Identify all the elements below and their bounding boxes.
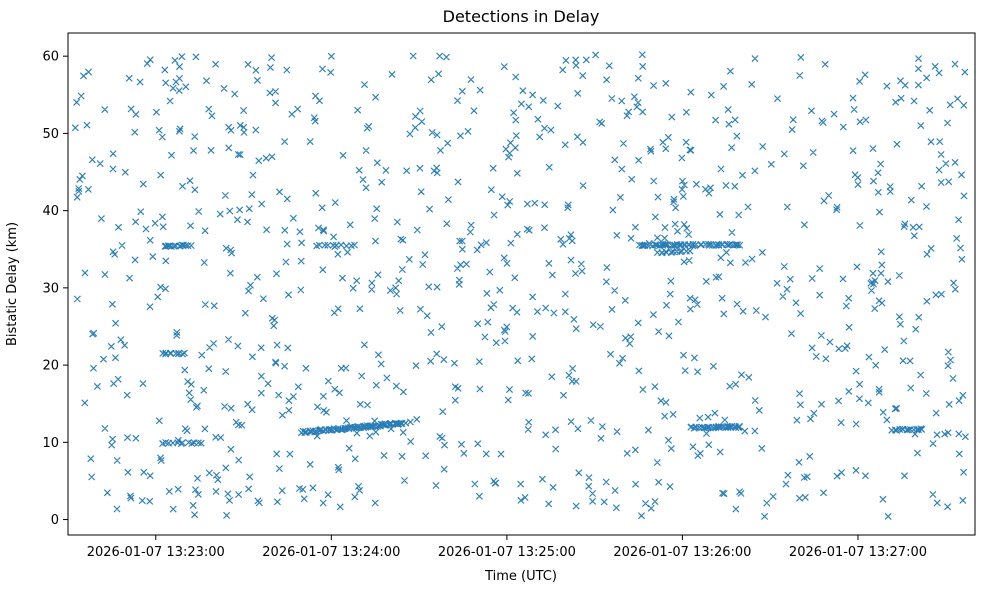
y-tick-label: 30 <box>42 281 59 296</box>
x-tick-label: 2026-01-07 13:27:00 <box>789 545 927 560</box>
y-tick-label: 50 <box>42 127 59 142</box>
x-tick-label: 2026-01-07 13:24:00 <box>262 545 400 560</box>
y-tick-label: 20 <box>42 359 59 374</box>
x-tick-label: 2026-01-07 13:26:00 <box>613 545 751 560</box>
y-tick-label: 60 <box>42 50 59 65</box>
chart-title: Detections in Delay <box>443 7 600 26</box>
scatter-points <box>71 51 969 520</box>
y-axis-label: Bistatic Delay (km) <box>5 222 20 346</box>
y-tick-label: 40 <box>42 204 59 219</box>
x-tick-label: 2026-01-07 13:23:00 <box>87 545 225 560</box>
y-axis: 0 10 20 30 40 50 60 <box>42 50 68 528</box>
x-axis: 2026-01-07 13:23:00 2026-01-07 13:24:00 20… <box>87 535 927 560</box>
plot-area <box>67 32 976 536</box>
y-tick-label: 0 <box>51 513 59 528</box>
x-axis-label: Time (UTC) <box>484 569 557 584</box>
y-tick-label: 10 <box>42 436 59 451</box>
x-tick-label: 2026-01-07 13:25:00 <box>438 545 576 560</box>
